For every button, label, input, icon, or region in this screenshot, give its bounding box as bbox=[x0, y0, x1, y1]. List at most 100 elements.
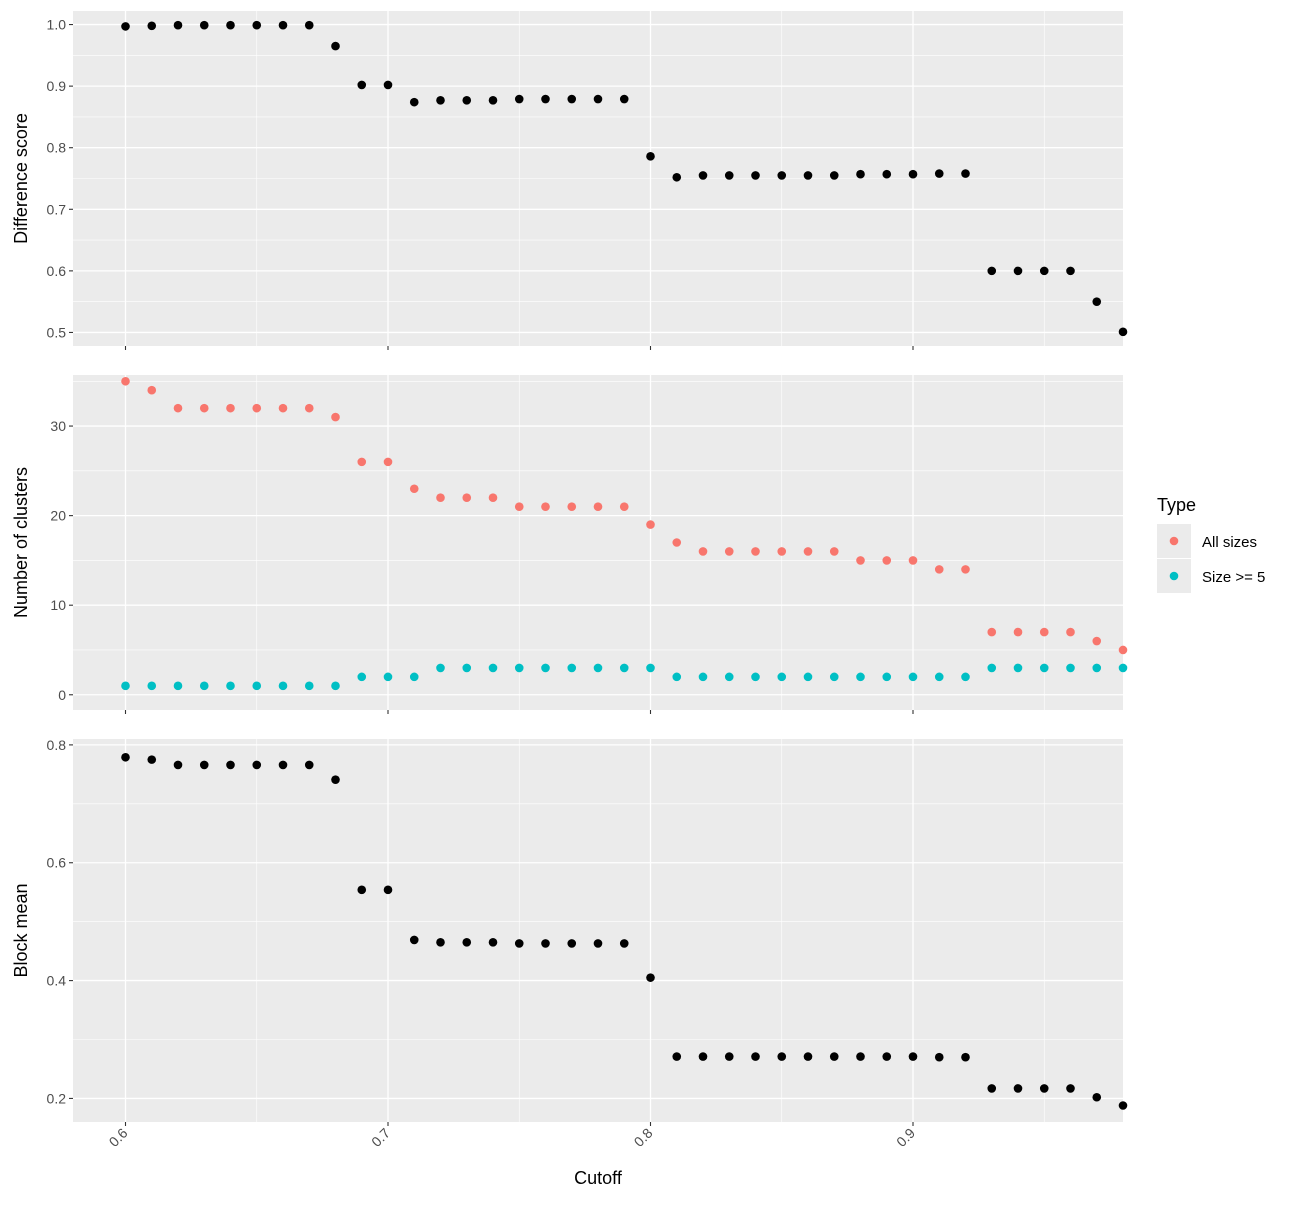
cluster-count-panel-point-size-5 bbox=[1066, 663, 1075, 673]
difference-score-panel-point bbox=[278, 20, 288, 30]
cluster-count-panel-point-size-5 bbox=[987, 663, 997, 673]
block-mean-panel-y-tick-label: 0.2 bbox=[47, 1090, 67, 1106]
block-mean-panel-point bbox=[724, 1052, 734, 1061]
difference-score-panel-point bbox=[121, 22, 130, 31]
cluster-count-panel-point-all-sizes bbox=[593, 502, 603, 511]
difference-score-panel-point bbox=[724, 171, 734, 180]
cluster-count-panel-point-all-sizes bbox=[357, 457, 367, 467]
cluster-count-panel-point-all-sizes bbox=[751, 547, 760, 556]
difference-score-panel-point bbox=[331, 41, 340, 51]
cluster-count-panel-point-all-sizes bbox=[1092, 636, 1102, 646]
cluster-count-panel-point-all-sizes bbox=[121, 376, 130, 386]
block-mean-panel-point bbox=[934, 1052, 944, 1062]
cluster-count-panel-point-size-5 bbox=[619, 663, 629, 673]
cluster-count-panel-point-size-5 bbox=[462, 663, 472, 673]
block-mean-panel-y-axis-title: Block mean bbox=[11, 883, 31, 977]
cluster-count-panel-point-size-5 bbox=[1092, 663, 1102, 673]
cluster-count-panel-point-all-sizes bbox=[199, 403, 209, 413]
block-mean-panel-point bbox=[462, 937, 472, 947]
block-mean-panel-point bbox=[226, 760, 235, 770]
block-mean-panel-point bbox=[1118, 1101, 1128, 1110]
cluster-count-panel-point-all-sizes bbox=[882, 556, 892, 565]
difference-score-panel-y-axis-title: Difference score bbox=[11, 113, 31, 244]
cluster-count-panel-point-all-sizes bbox=[331, 412, 340, 422]
cluster-count-panel-y-axis-title: Number of clusters bbox=[11, 467, 31, 618]
block-mean-panel-point bbox=[331, 775, 340, 784]
difference-score-panel-point bbox=[619, 94, 629, 104]
difference-score-panel-y-tick-label: 0.7 bbox=[47, 201, 67, 217]
cluster-count-panel-point-size-5 bbox=[908, 672, 918, 682]
difference-score-panel-point bbox=[803, 171, 813, 180]
cluster-count-panel-y-tick-label: 20 bbox=[50, 508, 66, 524]
difference-score-panel-y-tick-label: 0.5 bbox=[47, 324, 67, 340]
difference-score-panel-point bbox=[488, 95, 498, 105]
cluster-count-panel-point-all-sizes bbox=[514, 502, 524, 511]
cluster-count-panel-point-all-sizes bbox=[908, 556, 918, 565]
cluster-count-panel-point-size-5 bbox=[436, 663, 445, 673]
block-mean-panel-y-tick-label: 0.6 bbox=[47, 855, 67, 871]
cluster-count-panel-point-size-5 bbox=[514, 663, 524, 673]
cluster-count-panel-background bbox=[73, 375, 1123, 710]
cluster-count-panel-point-size-5 bbox=[882, 672, 892, 682]
difference-score-panel-y-tick-label: 0.6 bbox=[47, 263, 67, 279]
cluster-count-panel-point-all-sizes bbox=[1013, 627, 1023, 637]
cluster-count-panel-point-all-sizes bbox=[278, 403, 288, 413]
block-mean-panel-point bbox=[173, 760, 183, 770]
block-mean-panel-point bbox=[1066, 1084, 1075, 1093]
cluster-count-panel-point-all-sizes bbox=[383, 457, 393, 467]
cluster-count-panel-point-all-sizes bbox=[829, 547, 839, 556]
block-mean-panel-point bbox=[777, 1052, 787, 1061]
cluster-count-panel-point-all-sizes bbox=[803, 547, 813, 556]
difference-score-panel-y-tick-label: 0.9 bbox=[47, 78, 67, 94]
block-mean-panel-background bbox=[73, 739, 1123, 1122]
block-mean-panel-point bbox=[278, 760, 288, 770]
x-tick-label: 0.7 bbox=[368, 1125, 393, 1150]
difference-score-panel-point bbox=[383, 80, 393, 90]
block-mean-panel-point bbox=[882, 1052, 892, 1061]
block-mean-panel-point bbox=[803, 1052, 813, 1061]
difference-score-panel-point bbox=[1013, 266, 1023, 276]
cluster-count-panel-point-size-5 bbox=[803, 672, 813, 682]
block-mean-panel-point bbox=[619, 939, 629, 948]
cluster-count-panel-point-all-sizes bbox=[226, 403, 235, 413]
difference-score-panel-point bbox=[462, 95, 472, 105]
difference-score-panel-point bbox=[882, 169, 892, 179]
difference-score-panel-point bbox=[147, 21, 157, 31]
cluster-count-panel-point-size-5 bbox=[147, 681, 157, 691]
difference-score-panel-point bbox=[541, 94, 550, 104]
block-mean-panel-point bbox=[488, 937, 498, 947]
cluster-count-panel-point-size-5 bbox=[121, 681, 130, 691]
cluster-count-panel-point-all-sizes bbox=[1118, 645, 1128, 655]
cluster-count-panel-point-all-sizes bbox=[698, 547, 708, 556]
cluster-count-panel-point-all-sizes bbox=[934, 565, 944, 574]
block-mean-panel-point bbox=[593, 939, 603, 948]
cluster-count-panel-point-all-sizes bbox=[252, 403, 262, 413]
cluster-count-panel-point-size-5 bbox=[357, 672, 367, 682]
difference-score-panel-point bbox=[567, 94, 577, 104]
cluster-count-panel-point-all-sizes bbox=[1039, 627, 1049, 637]
difference-score-panel-point bbox=[646, 152, 655, 161]
cluster-count-panel-point-all-sizes bbox=[436, 493, 445, 503]
cluster-count-panel-point-all-sizes bbox=[724, 547, 734, 556]
block-mean-panel-point bbox=[987, 1084, 997, 1093]
x-axis-title: Cutoff bbox=[574, 1168, 623, 1188]
block-mean-panel-point bbox=[121, 752, 130, 762]
cluster-count-panel-point-size-5 bbox=[409, 672, 419, 682]
cluster-count-panel-point-all-sizes bbox=[961, 565, 970, 574]
cluster-count-panel-point-size-5 bbox=[488, 663, 498, 673]
block-mean-panel-y-tick-label: 0.8 bbox=[47, 737, 67, 753]
cluster-count-panel-point-all-sizes bbox=[672, 538, 682, 547]
cluster-count-panel-point-all-sizes bbox=[777, 547, 787, 556]
block-mean-panel-point bbox=[409, 935, 419, 945]
difference-score-panel-point bbox=[672, 172, 682, 182]
block-mean-panel-point bbox=[567, 939, 577, 948]
cluster-count-panel-point-all-sizes bbox=[646, 520, 655, 529]
cluster-count-panel-point-size-5 bbox=[751, 672, 760, 682]
cluster-count-panel-point-size-5 bbox=[173, 681, 183, 691]
difference-score-panel-point bbox=[908, 169, 918, 179]
cluster-count-panel-point-size-5 bbox=[934, 672, 944, 682]
cluster-count-panel-point-size-5 bbox=[724, 672, 734, 682]
difference-score-panel-point bbox=[1066, 266, 1075, 276]
block-mean-panel-point bbox=[672, 1052, 682, 1061]
cluster-count-panel-point-size-5 bbox=[278, 681, 288, 691]
